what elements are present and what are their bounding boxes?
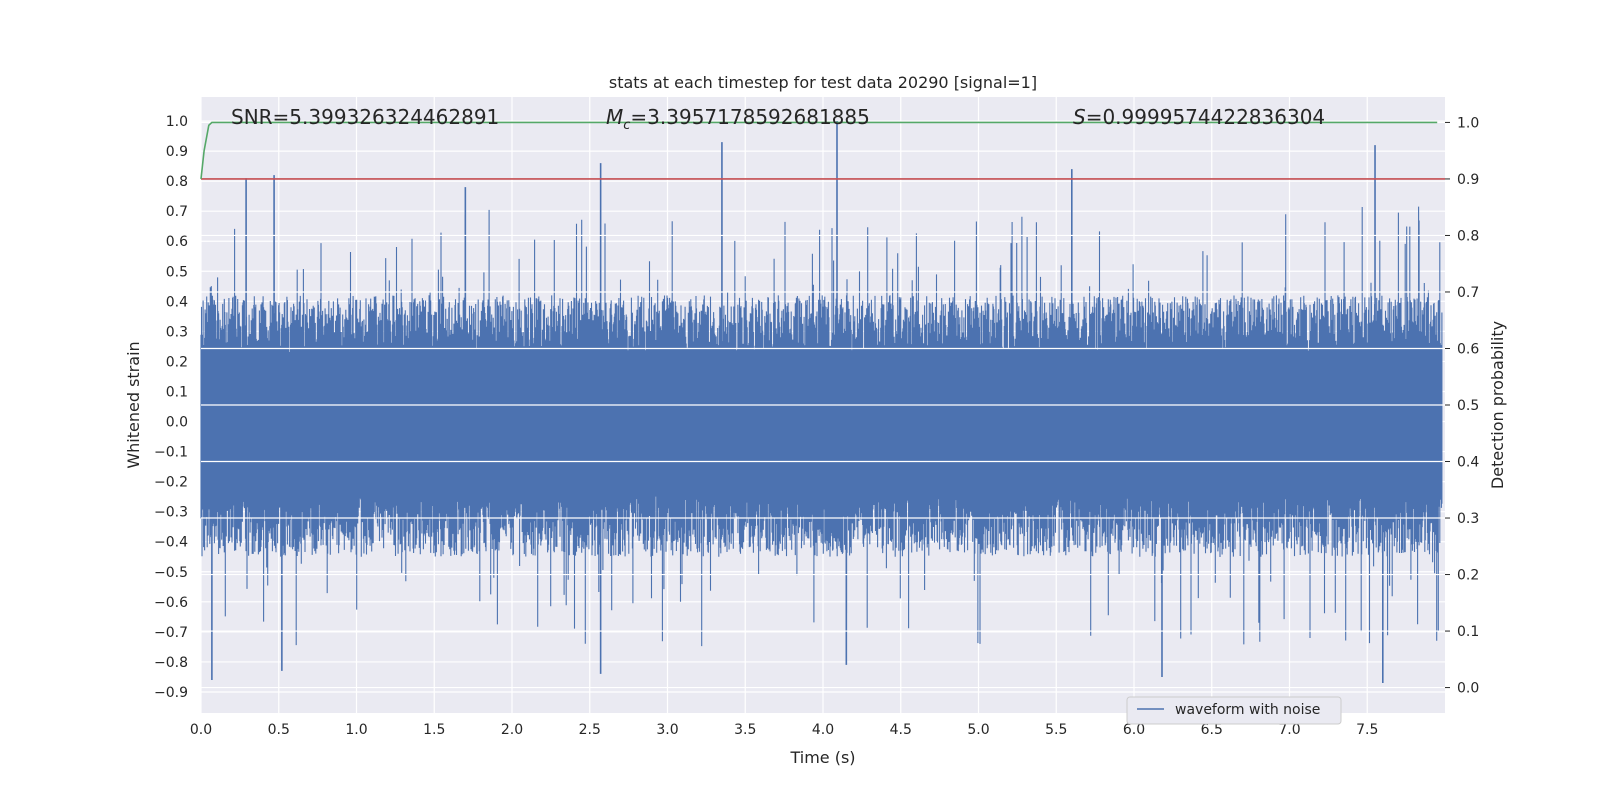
y-tick-label: 0.2 <box>166 354 188 370</box>
x-tick-label: 2.0 <box>501 722 523 738</box>
chirp-mass-annotation: Mc=3.3957178592681885 <box>606 105 870 133</box>
x-tick-label: 4.0 <box>812 722 834 738</box>
y-tick-label: 0.4 <box>166 294 188 310</box>
x-tick-label: 3.5 <box>734 722 756 738</box>
y-tick-label: −0.2 <box>154 475 188 491</box>
probability-lines <box>200 121 1445 689</box>
y2-tick-label: 0.5 <box>1457 398 1479 414</box>
chirp-mass-subscript: c <box>623 118 630 133</box>
x-tick-label: 3.0 <box>656 722 678 738</box>
x-tick-label: 6.5 <box>1201 722 1223 738</box>
chart-title: stats at each timestep for test data 202… <box>609 73 1037 92</box>
x-tick-label: 4.5 <box>890 722 912 738</box>
score-annotation: S=0.9999574422836304 <box>1073 105 1325 129</box>
y-tick-label: −0.5 <box>154 565 188 581</box>
probability-line <box>200 121 1438 179</box>
y2-tick-label: 1.0 <box>1457 115 1479 131</box>
y2-tick-label: 0.1 <box>1457 624 1479 640</box>
x-tick-label: 0.0 <box>190 722 212 738</box>
y-tick-label: −0.9 <box>154 685 188 701</box>
y-axis-ticks: 1.0 0.9 0.8 0.7 0.6 0.5 0.4 0.3 0.2 0.1 0.0 −0.1 −0.… <box>154 114 188 701</box>
y2-tick-label: 0.4 <box>1457 455 1479 471</box>
y-tick-label: −0.1 <box>154 445 188 461</box>
x-axis-ticks: 0.0 0.5 1.0 1.5 2.0 2.5 3.0 3.5 4.0 4.5 5.0 5.5 6.0 6… <box>190 722 1379 738</box>
x-tick-label: 7.5 <box>1356 722 1378 738</box>
x-tick-label: 6.0 <box>1123 722 1145 738</box>
y-tick-label: 0.5 <box>166 264 188 280</box>
y-tick-label: −0.8 <box>154 655 188 671</box>
legend-label-waveform: waveform with noise <box>1175 702 1320 718</box>
x-tick-label: 1.0 <box>345 722 367 738</box>
legend-box <box>1126 696 1342 725</box>
y2-tick-label: 0.9 <box>1457 172 1479 188</box>
y-tick-label: 0.1 <box>166 384 188 400</box>
x-tick-label: 0.5 <box>268 722 290 738</box>
chirp-mass-symbol: M <box>606 105 623 129</box>
y-tick-label: 0.3 <box>166 324 188 340</box>
legend: waveform with noise <box>1126 696 1342 725</box>
y2-tick-label: 0.7 <box>1457 285 1479 301</box>
y2-tick-label: 0.0 <box>1457 681 1479 697</box>
y2-tick-label: 0.3 <box>1457 511 1479 527</box>
y2-tick-label: 0.6 <box>1457 341 1479 357</box>
snr-annotation: SNR=5.399326324462891 <box>231 105 499 129</box>
y-tick-label: −0.4 <box>154 535 188 551</box>
x-tick-label: 5.5 <box>1045 722 1067 738</box>
y-tick-label: 0.6 <box>166 234 188 250</box>
y2-tick-label: 0.2 <box>1457 568 1479 584</box>
chirp-mass-value: =3.3957178592681885 <box>630 105 869 129</box>
y2-axis-label: Detection probability <box>1488 321 1507 489</box>
x-tick-label: 1.5 <box>423 722 445 738</box>
y2-tick-label: 0.8 <box>1457 228 1479 244</box>
x-tick-label: 5.0 <box>967 722 989 738</box>
y-tick-label: −0.6 <box>154 595 188 611</box>
y-tick-label: 0.0 <box>166 415 188 431</box>
score-symbol: S <box>1073 105 1086 129</box>
y-tick-label: 1.0 <box>166 114 188 130</box>
waveform-line <box>200 206 1443 647</box>
x-tick-label: 7.0 <box>1278 722 1300 738</box>
y2-axis-ticks: 1.0 0.9 0.8 0.7 0.6 0.5 0.4 0.3 0.2 0.1 0.0 <box>1445 115 1479 697</box>
x-axis-label: Time (s) <box>789 748 855 767</box>
y-tick-label: 0.9 <box>166 144 188 160</box>
y-axis-label: Whitened strain <box>124 341 143 468</box>
score-value: =0.9999574422836304 <box>1086 105 1325 129</box>
y-tick-label: −0.3 <box>154 505 188 521</box>
y-tick-label: 0.8 <box>166 174 188 190</box>
y-tick-label: 0.7 <box>166 204 188 220</box>
x-tick-label: 2.5 <box>579 722 601 738</box>
y-tick-label: −0.7 <box>154 625 188 641</box>
